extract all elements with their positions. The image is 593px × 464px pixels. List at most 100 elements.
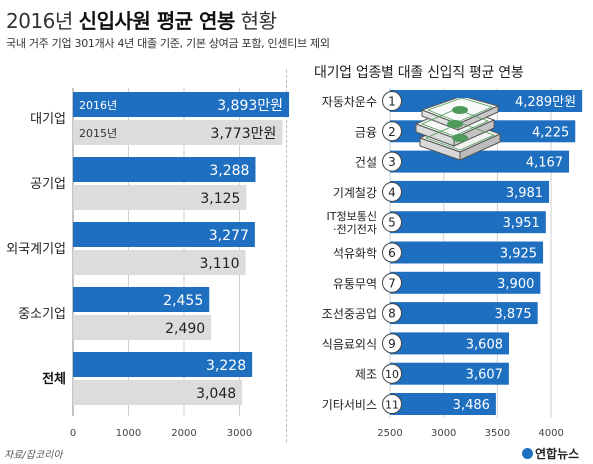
title-rest: 현황 <box>240 9 277 33</box>
industry-label: 자동차운수 <box>322 95 377 109</box>
x-tick-label: 4000 <box>538 428 563 439</box>
industry-bar-label: 3,951 <box>503 216 540 231</box>
industry-bar <box>390 362 509 385</box>
industry-bar-label: 3,875 <box>494 307 531 322</box>
rank-number: 9 <box>388 337 396 351</box>
industry-label: 유통무역 <box>333 277 377 291</box>
category-label: 외국계기업 <box>6 242 66 257</box>
bar-label-2016: 3,288 <box>209 163 249 179</box>
industry-bar-label: 3,608 <box>466 337 503 352</box>
category-label: 전체 <box>42 371 66 387</box>
category-label: 중소기업 <box>18 307 66 322</box>
category-label: 공기업 <box>30 177 66 192</box>
rank-badge <box>382 181 402 202</box>
rank-badge <box>382 242 402 263</box>
rank-number: 4 <box>388 185 396 199</box>
subtitle: 국내 거주 기업 301개사 4년 대졸 기준, 기본 상여금 포함, 인센티브… <box>6 37 330 50</box>
bar-label-2015: 3,125 <box>200 191 240 207</box>
rank-badge <box>382 303 402 324</box>
industry-bar-label: 4,167 <box>526 156 563 171</box>
x-tick-label: 0 <box>70 428 76 439</box>
rank-badge <box>382 91 402 111</box>
industry-bar <box>390 302 538 325</box>
x-tick-label: 3000 <box>227 428 252 439</box>
money-stack-icon <box>414 98 502 161</box>
industry-bar <box>390 150 570 173</box>
bar-2016 <box>73 157 256 182</box>
bar-2015 <box>73 250 246 275</box>
industry-bar-label: 3,900 <box>497 277 534 292</box>
bar-2016 <box>73 352 253 377</box>
bar-2015 <box>73 315 212 340</box>
rank-badge <box>382 394 402 414</box>
rank-number: 7 <box>388 276 396 290</box>
rank-badge <box>382 333 402 354</box>
rank-number: 10 <box>385 368 399 381</box>
industry-label: 기타서비스 <box>322 398 377 412</box>
rank-number: 2 <box>388 125 396 139</box>
bar-2015 <box>73 185 247 210</box>
industry-bar-label: 3,981 <box>506 186 543 201</box>
source-note: 자료/잡코리아 <box>4 450 63 461</box>
bar-2016 <box>73 222 255 247</box>
rank-number: 3 <box>388 155 396 169</box>
industry-bar-label: 3,925 <box>500 247 537 262</box>
industry-label: IT정보통신 <box>327 210 377 223</box>
rank-badge <box>382 212 402 233</box>
legend-2015: 2015년 <box>79 127 117 140</box>
rank-number: 8 <box>388 307 396 321</box>
rank-number: 11 <box>385 399 399 412</box>
bar-2016 <box>73 287 210 312</box>
x-tick-label: 3500 <box>485 428 510 439</box>
industry-bar <box>390 393 496 415</box>
rank-number: 5 <box>388 216 396 230</box>
rank-number: 6 <box>388 246 396 260</box>
industry-label: ·전기전자 <box>333 223 377 236</box>
industry-label: 건설 <box>355 156 377 170</box>
bar-label-2015: 3,110 <box>200 256 240 272</box>
divider <box>286 70 287 442</box>
title-main: 신입사원 평균 연봉 <box>78 9 236 33</box>
bar-2016 <box>73 92 290 117</box>
industry-bar <box>390 241 544 264</box>
industry-label: 제조 <box>355 368 377 382</box>
industry-bar <box>390 271 541 294</box>
industry-label: 조선중공업 <box>322 307 377 321</box>
industry-bar <box>390 180 550 203</box>
rank-badge <box>382 363 402 384</box>
logo-mark-icon <box>522 448 533 459</box>
industry-label: 금융 <box>355 125 377 139</box>
bar-label-2015: 3,048 <box>196 386 236 402</box>
bar-2015 <box>73 120 283 145</box>
x-tick-label: 2500 <box>377 428 402 439</box>
bar-label-2016: 3,277 <box>209 228 249 244</box>
x-tick-label: 1000 <box>116 428 141 439</box>
industry-bar-label: 3,607 <box>466 368 503 383</box>
industry-bar <box>390 211 546 234</box>
industry-label: 식음료외식 <box>322 337 377 351</box>
news-agency-logo: 연합뉴스 <box>522 445 579 462</box>
industry-chart-title: 대기업 업종별 대졸 신입직 평균 연봉 <box>314 65 524 81</box>
industry-bar-label: 4,225 <box>532 125 569 140</box>
rank-badge <box>382 272 402 293</box>
category-label: 대기업 <box>30 112 66 127</box>
title-year: 2016년 <box>6 9 73 33</box>
industry-label: 기계철강 <box>333 186 377 200</box>
bar-label-2016: 3,228 <box>206 358 246 374</box>
rank-number: 1 <box>388 95 396 109</box>
bar-label-2015: 3,773만원 <box>211 126 277 142</box>
industry-bar-label: 3,486 <box>453 398 490 413</box>
bar-label-2016: 2,455 <box>163 293 203 309</box>
rank-badge <box>382 121 402 142</box>
industry-bar-label: 4,289만원 <box>515 95 576 110</box>
page-title: 2016년 신입사원 평균 연봉 현황 <box>6 5 277 34</box>
logo-text: 연합뉴스 <box>535 447 580 461</box>
rank-badge <box>382 151 402 172</box>
industry-label: 석유화학 <box>333 247 377 261</box>
bar-label-2016: 3,893만원 <box>217 98 283 114</box>
x-tick-label: 3000 <box>431 428 456 439</box>
bar-label-2015: 2,490 <box>165 321 205 337</box>
legend-2016: 2016년 <box>79 99 117 112</box>
